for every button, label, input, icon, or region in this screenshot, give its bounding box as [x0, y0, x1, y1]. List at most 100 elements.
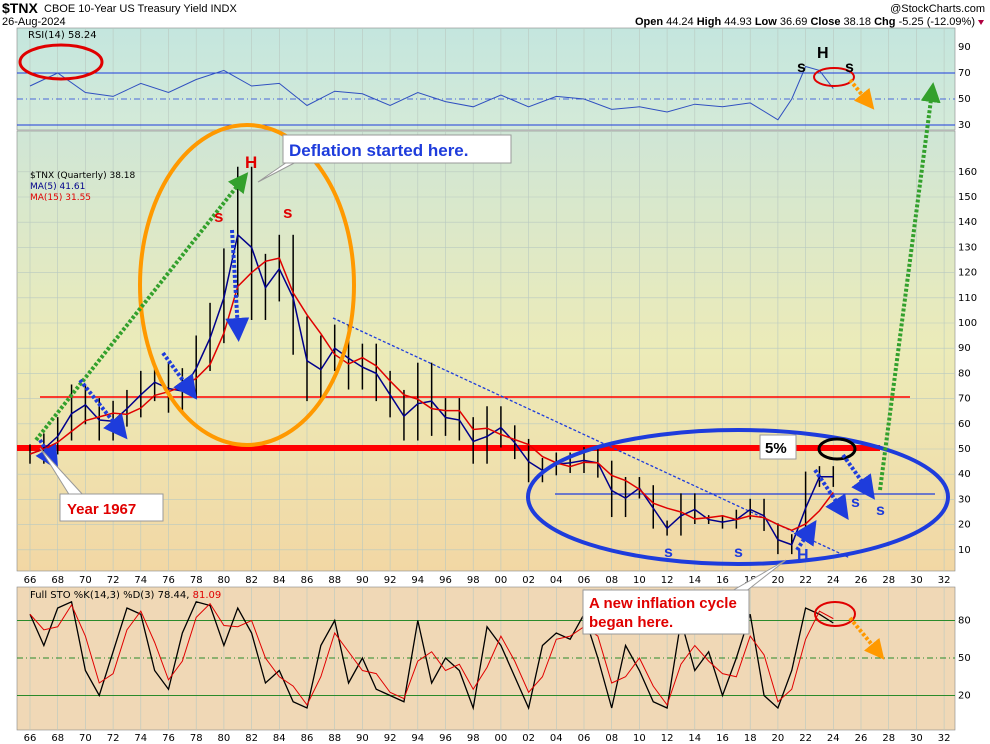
x-tick-label: 88: [328, 575, 341, 586]
quote-summary: Open 44.24 High 44.93 Low 36.69 Close 38…: [635, 16, 975, 28]
x-tick-label: 76: [162, 575, 175, 586]
x-tick-label: 18: [744, 733, 757, 744]
sto-tick-label: 80: [958, 616, 971, 627]
blue-arrow-3: [225, 229, 250, 342]
blue-arrow-5: [813, 468, 849, 520]
x-tick-label: 24: [827, 733, 840, 744]
x-tick-label: 88: [328, 733, 341, 744]
price-tick-label: 120: [958, 268, 977, 279]
x-tick-label: 12: [661, 575, 674, 586]
red-oval-rsi-left: [18, 43, 104, 81]
x-tick-label: 82: [245, 575, 258, 586]
x-tick-label: 76: [162, 733, 175, 744]
price-legend: $TNX (Quarterly) 38.18: [30, 171, 136, 181]
year1967-callout: [59, 493, 164, 522]
x-tick-label: 96: [439, 733, 452, 744]
sto-legend: Full STO %K(14,3) %D(3) 78.44, 81.09: [30, 590, 221, 601]
price-tick-label: 40: [958, 469, 971, 480]
x-tick-label: 92: [384, 733, 397, 744]
symbol: $TNX: [2, 0, 38, 16]
year1967-pointer: [39, 447, 85, 497]
x-tick-label: 12: [661, 733, 674, 744]
x-tick-label: 68: [51, 733, 64, 744]
x-tick-label: 30: [910, 575, 923, 586]
shoulder-left-label: s: [214, 207, 223, 226]
x-tick-label: 08: [605, 575, 618, 586]
ma15-line: [29, 257, 834, 532]
sto-d-line: [29, 602, 834, 706]
x-tick-label: 02: [522, 575, 535, 586]
ma5-legend: MA(5) 41.61: [30, 182, 85, 192]
inflation-label-2: began here.: [589, 614, 673, 631]
rsi-shoulder-2: s: [845, 59, 854, 76]
x-tick-label: 26: [855, 733, 868, 744]
inflation-pointer: [729, 559, 787, 593]
x-tick-label: 70: [79, 733, 92, 744]
inflation-callout: [582, 589, 750, 635]
price-tick-label: 150: [958, 192, 977, 203]
red-oval-sto: [814, 601, 856, 627]
blue-arrow-1: [78, 378, 128, 440]
x-tick-label: 20: [772, 733, 785, 744]
x-tick-label: 70: [79, 575, 92, 586]
rsi-tick-label: 30: [958, 120, 971, 131]
h-2021: H: [797, 547, 809, 564]
x-tick-label: 78: [190, 733, 203, 744]
x-tick-label: 06: [578, 575, 591, 586]
price-tick-label: 20: [958, 520, 971, 531]
x-tick-label: 04: [550, 733, 563, 744]
deflation-pointer: [257, 159, 301, 183]
blue-arrow-6: [841, 453, 875, 500]
price-tick-label: 160: [958, 167, 977, 178]
rsi-legend: RSI(14) 58.24: [28, 30, 97, 41]
x-tick-label: 28: [882, 575, 895, 586]
price-tick-label: 30: [958, 494, 971, 505]
x-tick-label: 90: [356, 733, 369, 744]
price-tick-label: 10: [958, 545, 971, 556]
price-tick-label: 80: [958, 368, 971, 379]
sto-k-line: [29, 600, 834, 711]
blue-arrow-2: [161, 351, 198, 400]
price-tick-label: 90: [958, 343, 971, 354]
x-tick-label: 68: [51, 575, 64, 586]
down-triangle-icon: [978, 20, 984, 25]
x-tick-label: 98: [467, 575, 480, 586]
green-arrow-right: [878, 82, 941, 491]
x-tick-label: 06: [578, 733, 591, 744]
shoulder-right-label: s: [283, 203, 292, 222]
rsi-tick-label: 50: [958, 94, 971, 105]
rsi-line: [29, 65, 834, 121]
x-tick-label: 16: [716, 575, 729, 586]
x-tick-label: 32: [938, 575, 951, 586]
x-tick-label: 72: [107, 733, 120, 744]
x-tick-label: 10: [633, 575, 646, 586]
x-tick-label: 00: [495, 733, 508, 744]
s-2025: s: [851, 494, 860, 511]
x-tick-label: 26: [855, 575, 868, 586]
x-tick-label: 96: [439, 575, 452, 586]
price-tick-label: 140: [958, 217, 977, 228]
five-pct-label: 5%: [765, 440, 787, 457]
watermark: @StockCharts.com: [890, 3, 985, 15]
rsi-panel: [16, 27, 956, 131]
blue-oval: [526, 428, 950, 566]
orange-oval: [138, 123, 356, 447]
x-tick-label: 28: [882, 733, 895, 744]
x-tick-label: 98: [467, 733, 480, 744]
black-oval: [817, 437, 857, 461]
price-tick-label: 100: [958, 318, 977, 329]
x-tick-label: 84: [273, 575, 286, 586]
price-panel: [16, 130, 956, 572]
x-tick-label: 86: [301, 575, 314, 586]
s-2012: s: [664, 544, 673, 561]
x-tick-label: 84: [273, 733, 286, 744]
red-oval-rsi-right: [813, 67, 855, 87]
price-tick-label: 50: [958, 444, 971, 455]
blue-arrow-7: [793, 519, 817, 552]
x-tick-label: 66: [24, 575, 37, 586]
deflation-label: Deflation started here.: [289, 141, 469, 160]
s-2017: s: [734, 544, 743, 561]
rsi-tick-label: 70: [958, 68, 971, 79]
sto-tick-label: 20: [958, 691, 971, 702]
